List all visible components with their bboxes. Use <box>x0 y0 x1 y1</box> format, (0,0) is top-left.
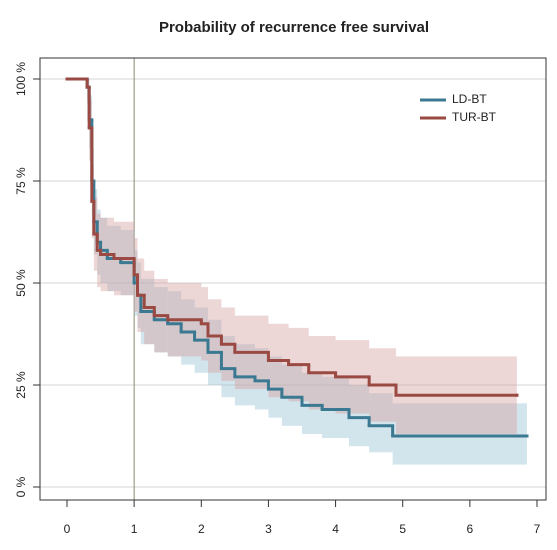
confidence-band <box>322 376 349 439</box>
x-tick-label: 0 <box>64 522 71 536</box>
legend-label: LD-BT <box>452 92 487 106</box>
x-tick-label: 1 <box>131 522 138 536</box>
x-tick-label: 2 <box>198 522 205 536</box>
confidence-band <box>268 356 282 418</box>
x-tick-label: 3 <box>265 522 272 536</box>
x-tick-label: 6 <box>467 522 474 536</box>
x-tick-label: 5 <box>399 522 406 536</box>
confidence-band <box>369 393 393 453</box>
confidence-band <box>221 336 235 398</box>
y-tick-label: 50 % <box>14 269 28 297</box>
confidence-band <box>281 364 302 426</box>
x-tick-label: 7 <box>534 522 541 536</box>
y-tick-label: 0 % <box>14 476 28 497</box>
chart-title: Probability of recurrence free survival <box>159 19 429 36</box>
y-tick-label: 25 % <box>14 371 28 399</box>
x-tick-label: 4 <box>332 522 339 536</box>
plot-frame <box>39 57 547 501</box>
confidence-band <box>234 344 255 406</box>
y-tick-label: 75 % <box>14 167 28 195</box>
confidence-band <box>302 372 323 434</box>
y-tick-label: 100 % <box>14 62 28 96</box>
confidence-band <box>349 385 370 447</box>
confidence-band <box>255 348 269 410</box>
confidence-band <box>392 403 527 465</box>
legend-label: TUR-BT <box>452 110 497 124</box>
